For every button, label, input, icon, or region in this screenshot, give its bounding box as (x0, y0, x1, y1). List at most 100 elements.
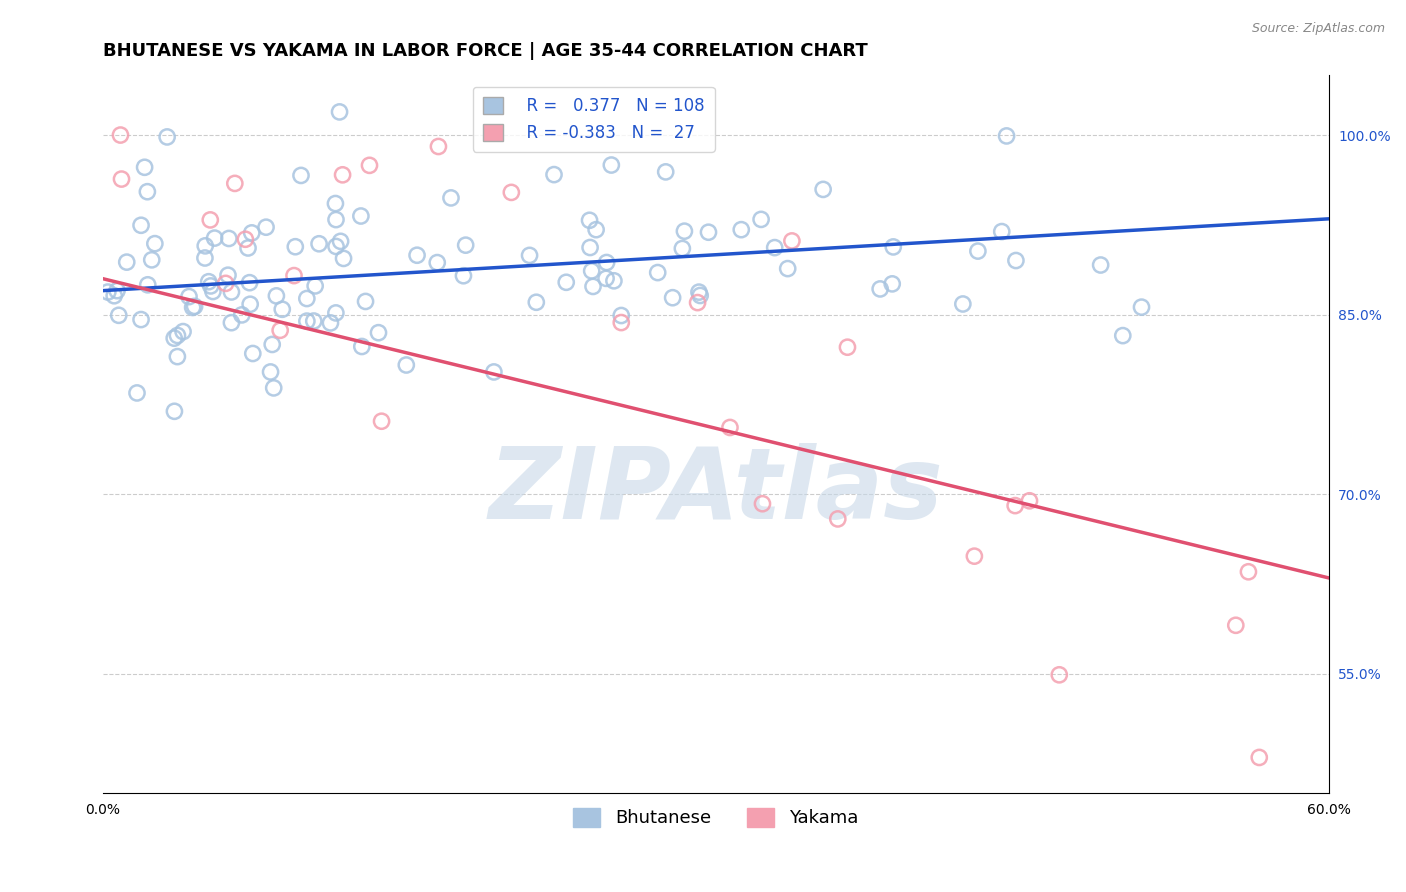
Point (325, 196, 347, 211)
Point (1090, 258, 1112, 272)
Point (395, 358, 418, 372)
Point (103, 289, 125, 303)
Point (776, 261, 799, 276)
Point (647, 266, 669, 280)
Point (304, 279, 326, 293)
Point (236, 241, 259, 255)
Text: ZIPAtlas: ZIPAtlas (488, 443, 943, 541)
Point (125, 386, 148, 401)
Point (242, 346, 264, 360)
Text: BHUTANESE VS YAKAMA IN LABOR FORCE | AGE 35-44 CORRELATION CHART: BHUTANESE VS YAKAMA IN LABOR FORCE | AGE… (103, 42, 868, 60)
Point (453, 268, 475, 283)
Point (359, 158, 381, 172)
Point (181, 301, 204, 315)
Point (427, 139, 450, 153)
Point (1130, 300, 1153, 314)
Point (262, 337, 284, 351)
Point (837, 340, 859, 354)
Point (811, 182, 834, 196)
Point (350, 339, 373, 353)
Point (671, 242, 693, 256)
Point (689, 288, 711, 302)
Point (134, 161, 156, 175)
Point (1249, 750, 1271, 764)
Point (995, 128, 1018, 143)
Point (156, 130, 179, 145)
Point (239, 297, 262, 311)
Point (200, 213, 222, 227)
Point (224, 177, 246, 191)
Point (217, 268, 239, 283)
Point (136, 277, 159, 292)
Point (1112, 328, 1135, 343)
Point (990, 225, 1012, 239)
Point (751, 497, 773, 511)
Point (266, 289, 288, 303)
Point (519, 248, 541, 262)
Point (827, 512, 849, 526)
Point (235, 232, 257, 246)
Point (578, 213, 600, 227)
Point (284, 240, 307, 254)
Point (129, 219, 152, 233)
Point (269, 323, 291, 337)
Point (166, 350, 188, 364)
Point (967, 244, 990, 258)
Point (136, 185, 159, 199)
Legend: Bhutanese, Yakama: Bhutanese, Yakama (567, 801, 865, 835)
Point (585, 222, 607, 236)
Point (214, 277, 236, 291)
Point (1004, 499, 1026, 513)
Point (426, 255, 449, 269)
Point (963, 549, 986, 563)
Point (1005, 253, 1028, 268)
Point (259, 365, 281, 379)
Point (221, 285, 243, 299)
Point (501, 186, 523, 200)
Point (354, 294, 377, 309)
Point (254, 220, 277, 235)
Point (263, 381, 285, 395)
Point (183, 299, 205, 313)
Point (350, 209, 373, 223)
Point (329, 235, 352, 249)
Point (882, 277, 904, 291)
Point (325, 306, 347, 320)
Point (325, 239, 347, 253)
Point (610, 309, 633, 323)
Point (697, 225, 720, 239)
Text: Source: ZipAtlas.com: Source: ZipAtlas.com (1251, 22, 1385, 36)
Point (1018, 493, 1040, 508)
Point (163, 404, 186, 418)
Point (197, 275, 219, 289)
Point (240, 226, 263, 240)
Point (271, 302, 294, 317)
Point (201, 285, 224, 299)
Point (218, 231, 240, 245)
Point (603, 274, 626, 288)
Point (482, 365, 505, 379)
Point (367, 326, 389, 340)
Point (581, 264, 603, 278)
Point (579, 240, 602, 254)
Point (221, 316, 243, 330)
Point (97, 285, 120, 299)
Point (524, 295, 547, 310)
Point (718, 420, 741, 434)
Point (406, 248, 429, 262)
Point (302, 314, 325, 328)
Point (1225, 618, 1247, 632)
Point (194, 251, 217, 265)
Point (200, 279, 222, 293)
Point (290, 169, 312, 183)
Point (308, 236, 330, 251)
Point (370, 414, 392, 428)
Point (654, 165, 676, 179)
Point (610, 316, 633, 330)
Point (673, 224, 696, 238)
Point (869, 282, 891, 296)
Point (763, 241, 786, 255)
Point (582, 279, 605, 293)
Point (105, 284, 128, 298)
Point (1047, 668, 1070, 682)
